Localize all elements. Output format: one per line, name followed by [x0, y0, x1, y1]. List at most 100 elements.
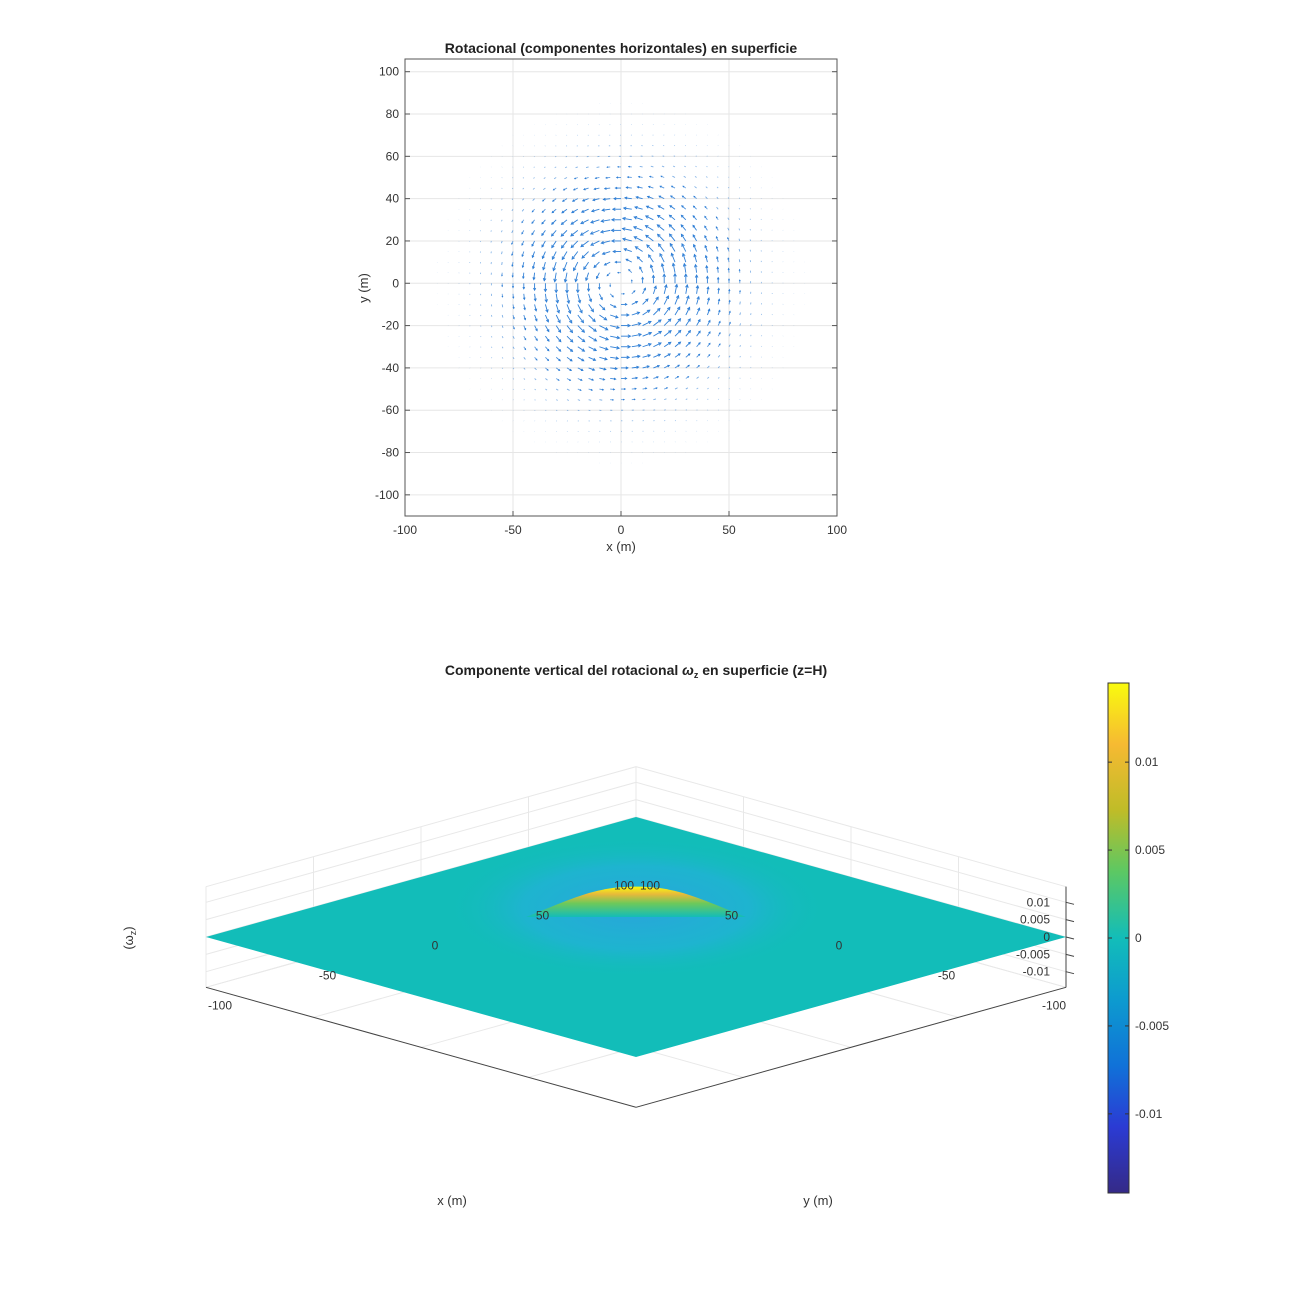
- quiver-arrow: [512, 357, 515, 360]
- quiver-arrow-head: [656, 376, 659, 379]
- quiver-arrow-head: [524, 338, 527, 341]
- quiver-arrow-head: [728, 288, 731, 292]
- quiver-arrow-head: [706, 286, 710, 290]
- quiver-arrow: [523, 367, 526, 370]
- quiver-arrow-head: [645, 298, 649, 302]
- quiver-arrow: [716, 186, 719, 189]
- quiver-arrow: [663, 353, 671, 358]
- quiver-arrow-head: [615, 356, 620, 360]
- quiver-arrow-head: [636, 311, 641, 315]
- quiver-arrow: [555, 325, 562, 333]
- quiver-arrow-head: [718, 331, 721, 335]
- quiver-arrow: [511, 198, 514, 201]
- quiver-arrow-head: [636, 185, 640, 189]
- quiver-arrow-head: [592, 198, 596, 202]
- quiver-arrow: [599, 335, 609, 341]
- quiver-arrow: [738, 197, 741, 199]
- quiver-arrow-head: [645, 376, 649, 379]
- surface-z-tick-mark: [1065, 971, 1075, 975]
- quiver-arrow-head: [633, 216, 638, 220]
- quiver-arrow: [646, 205, 654, 210]
- quiver-arrow-head: [511, 285, 515, 289]
- quiver-arrow: [663, 295, 669, 305]
- quiver-arrow: [671, 253, 676, 263]
- quiver-arrow-head: [647, 320, 652, 325]
- quiver-arrow: [683, 175, 687, 178]
- quiver-arrow-head: [716, 266, 720, 270]
- quiver-arrow-head: [554, 289, 559, 294]
- quiver-arrow-head: [560, 221, 565, 226]
- quiver-arrow-head: [656, 233, 661, 238]
- quiver-arrow: [580, 240, 589, 248]
- quiver-arrow-head: [541, 244, 545, 248]
- quiver-arrow: [674, 318, 681, 326]
- quiver-arrow: [695, 264, 698, 273]
- quiver-arrow: [534, 314, 538, 321]
- quiver-arrow: [738, 207, 741, 210]
- quiver-arrow-head: [593, 338, 598, 342]
- quiver-arrow: [739, 355, 741, 358]
- quiver-arrow: [674, 284, 678, 294]
- quiver-arrow-head: [634, 205, 638, 210]
- quiver-title: Rotacional (componentes horizontales) en…: [445, 40, 798, 56]
- quiver-arrow: [673, 155, 676, 157]
- quiver-arrow: [653, 365, 660, 369]
- quiver-arrow: [696, 319, 701, 326]
- quiver-arrow-head: [546, 368, 549, 371]
- quiver-arrow-head: [612, 249, 616, 254]
- quiver-arrow-head: [644, 225, 649, 229]
- quiver-arrow-head: [697, 307, 701, 311]
- quiver-arrow-head: [521, 243, 524, 246]
- quiver-arrow-head: [646, 365, 650, 369]
- colorbar-tick-label: 0.01: [1135, 755, 1159, 769]
- quiver-arrow-head: [656, 307, 661, 312]
- quiver-arrow: [696, 387, 699, 390]
- quiver-arrow-head: [616, 165, 620, 168]
- quiver-arrow-head: [729, 321, 731, 324]
- quiver-arrow-head: [636, 256, 640, 260]
- quiver-arrow-head: [668, 223, 673, 228]
- quiver-arrow: [554, 272, 557, 282]
- quiver-arrow: [674, 306, 681, 316]
- quiver-arrow: [631, 344, 641, 348]
- quiver-arrow-head: [550, 233, 555, 237]
- quiver-arrow-head: [501, 295, 504, 298]
- quiver-arrow-head: [687, 318, 691, 322]
- quiver-arrow-head: [553, 278, 557, 283]
- quiver-arrow-head: [533, 298, 537, 302]
- quiver-arrow: [706, 165, 708, 168]
- quiver-arrow-head: [662, 273, 667, 278]
- surface-chart: -0.01 -0.005 0 0.005 0.01 -100 -50 0 50 100 -100 -5…: [121, 662, 1169, 1208]
- quiver-arrow-head: [622, 206, 627, 211]
- quiver-arrow-head: [708, 342, 711, 345]
- quiver-arrow: [566, 314, 573, 324]
- quiver-arrow-head: [596, 276, 599, 280]
- quiver-arrow: [622, 217, 632, 221]
- quiver-arrow: [580, 219, 589, 225]
- quiver-arrow-head: [687, 353, 691, 356]
- quiver-arrow: [707, 398, 709, 400]
- quiver-arrow: [682, 253, 687, 263]
- quiver-arrow: [490, 219, 492, 222]
- quiver-arrow: [653, 296, 659, 305]
- quiver-arrow: [653, 308, 661, 316]
- quiver-arrow: [680, 234, 687, 242]
- quiver-arrow-head: [580, 319, 585, 324]
- quiver-arrow: [563, 261, 568, 272]
- quiver-arrow-head: [655, 296, 659, 301]
- quiver-arrow: [706, 320, 711, 326]
- quiver-arrow: [685, 341, 691, 348]
- quiver-arrow-head: [695, 284, 700, 289]
- quiver-arrow: [598, 293, 603, 300]
- quiver-arrow: [634, 206, 643, 210]
- quiver-arrow-head: [545, 309, 549, 313]
- quiver-arrow-head: [612, 388, 616, 391]
- quiver-arrow-head: [512, 296, 515, 299]
- quiver-arrow-head: [570, 244, 575, 249]
- quiver-arrow-head: [625, 186, 629, 189]
- quiver-arrow: [738, 228, 741, 231]
- quiver-arrow: [727, 197, 730, 199]
- quiver-arrow: [685, 295, 690, 305]
- quiver-arrow: [500, 240, 503, 244]
- quiver-arrow: [576, 155, 578, 158]
